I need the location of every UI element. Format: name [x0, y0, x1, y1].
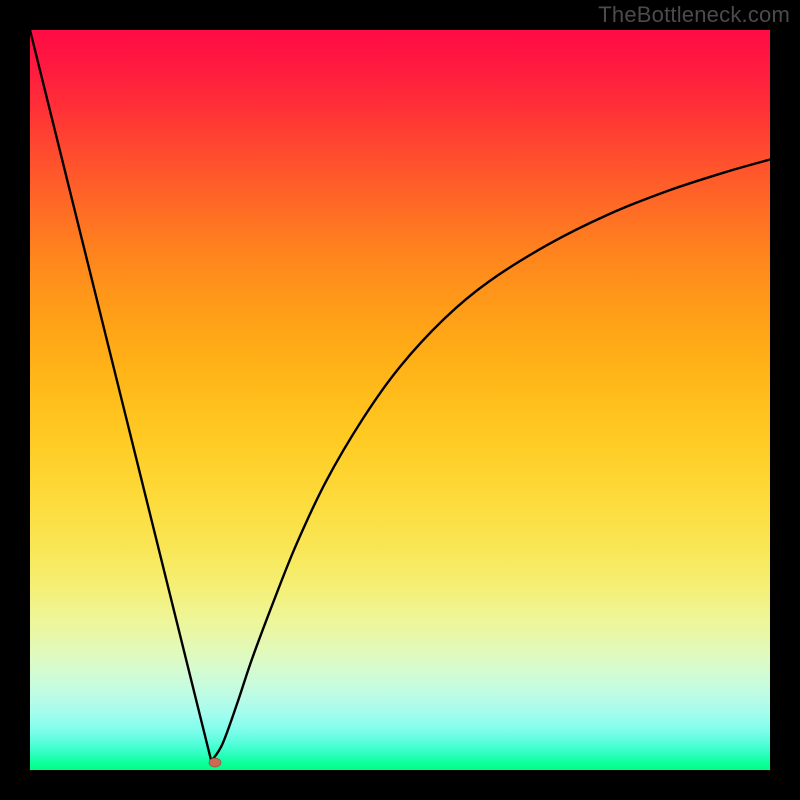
chart-svg	[0, 0, 800, 800]
watermark-text: TheBottleneck.com	[598, 2, 790, 28]
bottleneck-chart: TheBottleneck.com	[0, 0, 800, 800]
